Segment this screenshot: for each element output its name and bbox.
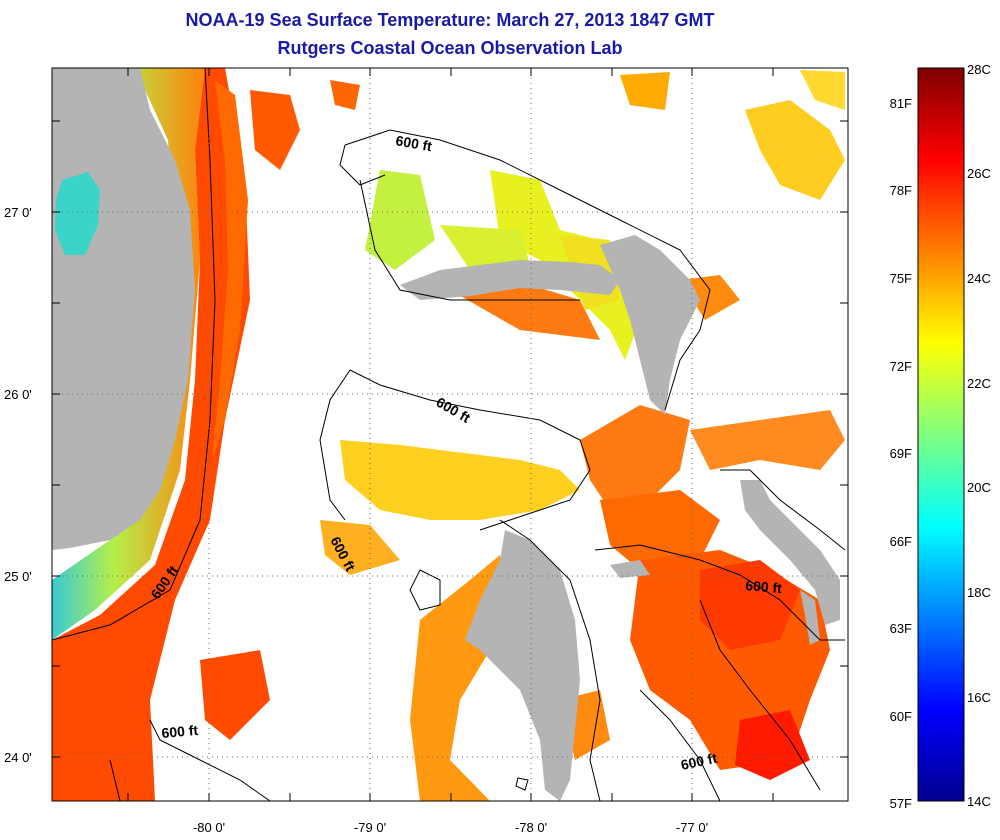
- lon-label: -77 0': [676, 820, 708, 835]
- lat-axis: 27 0' 26 0' 25 0' 24 0': [4, 205, 32, 765]
- colorbar-celsius: 28C 26C 24C 22C 20C 18C 16C 14C: [967, 62, 991, 809]
- colorbar-f-label: 57F: [890, 796, 912, 811]
- colorbar-f-label: 75F: [890, 271, 912, 286]
- lat-label: 26 0': [4, 387, 32, 402]
- colorbar-c-label: 18C: [967, 585, 991, 600]
- colorbar-c-label: 14C: [967, 794, 991, 809]
- colorbar-f-label: 60F: [890, 709, 912, 724]
- colorbar-c-label: 16C: [967, 690, 991, 705]
- lat-label: 27 0': [4, 205, 32, 220]
- depth-contours: [52, 68, 846, 801]
- colorbar-c-label: 22C: [967, 376, 991, 391]
- lon-axis: -80 0' -79 0' -78 0' -77 0': [193, 820, 708, 835]
- colorbar-gradient: [917, 67, 965, 802]
- lat-label: 24 0': [4, 750, 32, 765]
- colorbar-fahrenheit: 81F 78F 75F 72F 69F 66F 63F 60F 57F: [890, 96, 912, 811]
- colorbar-f-label: 69F: [890, 446, 912, 461]
- lat-label: 25 0': [4, 569, 32, 584]
- map-ticks: [52, 68, 848, 801]
- graticule: [52, 68, 848, 801]
- map-subtitle: Rutgers Coastal Ocean Observation Lab: [277, 38, 623, 58]
- colorbar-c-label: 24C: [967, 271, 991, 286]
- colorbar-f-label: 78F: [890, 183, 912, 198]
- contour-label: 600 ft: [161, 722, 199, 741]
- colorbar-f-label: 63F: [890, 621, 912, 636]
- colorbar: 81F 78F 75F 72F 69F 66F 63F 60F 57F 28C …: [890, 62, 991, 811]
- colorbar-f-label: 72F: [890, 359, 912, 374]
- lon-label: -78 0': [515, 820, 547, 835]
- colorbar-f-label: 81F: [890, 96, 912, 111]
- colorbar-c-label: 26C: [967, 166, 991, 181]
- land: [52, 68, 840, 801]
- colorbar-f-label: 66F: [890, 534, 912, 549]
- contour-label: 600 ft: [745, 577, 783, 596]
- sst-map: 600 ft 600 ft 600 ft 600 ft 600 ft 600 f…: [52, 68, 848, 801]
- map-title: NOAA-19 Sea Surface Temperature: March 2…: [185, 10, 715, 30]
- colorbar-c-label: 20C: [967, 480, 991, 495]
- lon-label: -79 0': [354, 820, 386, 835]
- contour-label: 600 ft: [394, 132, 433, 154]
- colorbar-c-label: 28C: [967, 62, 991, 77]
- contour-label: 600 ft: [679, 750, 718, 773]
- lon-label: -80 0': [193, 820, 225, 835]
- map-frame: [51, 67, 849, 802]
